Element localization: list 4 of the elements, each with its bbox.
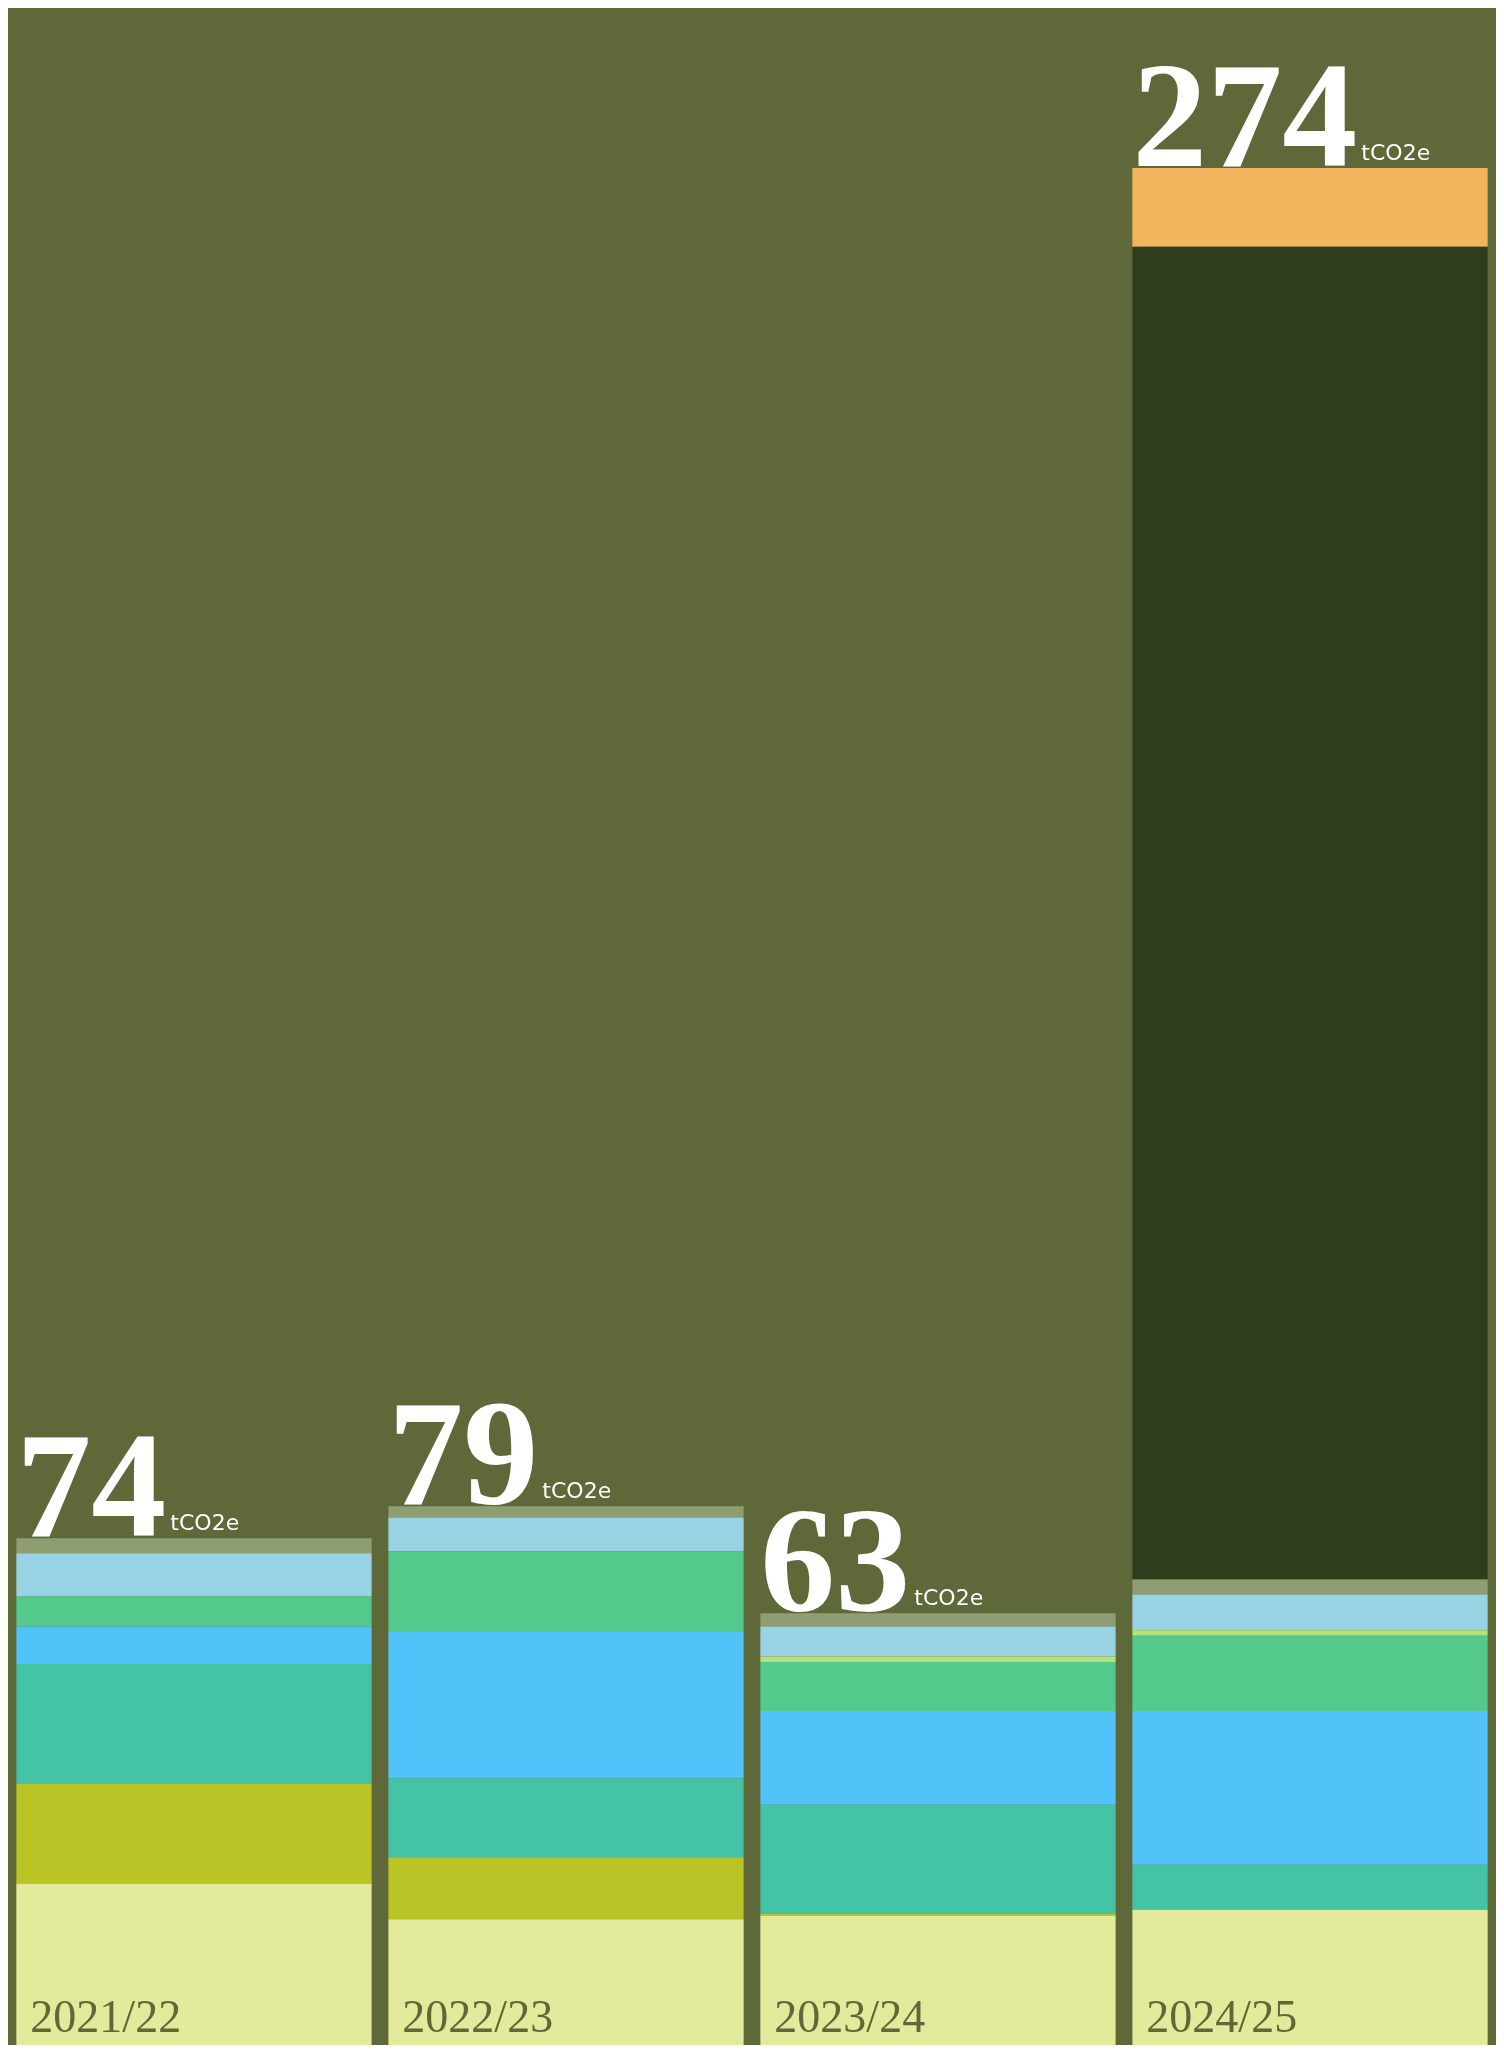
- x-tick-label: 2021/22: [30, 1991, 182, 2043]
- x-tick-label: 2022/23: [402, 1991, 554, 2043]
- x-tick-label: 2024/25: [1146, 1991, 1298, 2043]
- x-tick-label: 2023/24: [774, 1991, 926, 2043]
